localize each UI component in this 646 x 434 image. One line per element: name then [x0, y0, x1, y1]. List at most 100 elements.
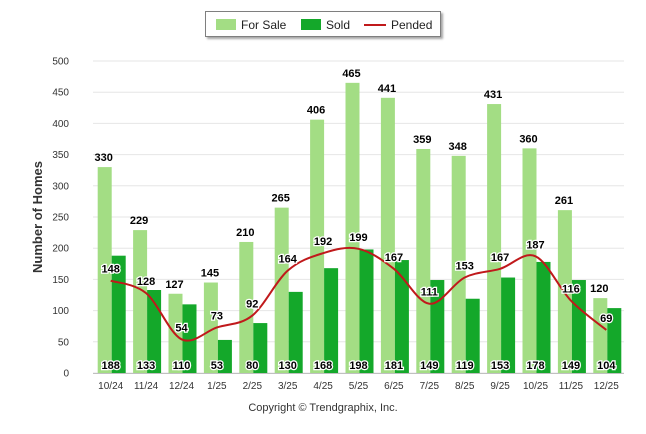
data-label-pended: 116: [562, 284, 580, 296]
y-tick-label: 450: [52, 88, 69, 99]
data-label-for-sale: 145: [201, 268, 219, 280]
legend-label-sold: Sold: [326, 18, 351, 32]
bar-sold: [607, 308, 622, 373]
data-label-for-sale: 330: [95, 152, 113, 164]
y-tick-label: 150: [52, 275, 69, 286]
x-tick-label: 2/25: [243, 381, 263, 392]
data-label-pended: 167: [385, 252, 403, 264]
y-tick-label: 250: [52, 213, 69, 224]
data-label-pended: 92: [246, 299, 258, 311]
bar-for-sale: [97, 167, 112, 373]
copyright-text: Copyright © Trendgraphix, Inc.: [248, 402, 398, 414]
legend: For Sale Sold Pended: [205, 11, 441, 37]
data-label-pended: 192: [314, 236, 332, 248]
x-tick-label: 12/24: [169, 381, 194, 392]
y-tick-label: 500: [52, 57, 69, 68]
bar-for-sale: [522, 148, 537, 373]
data-label-sold: 168: [314, 360, 332, 372]
bar-sold: [182, 304, 197, 373]
data-label-sold: 153: [491, 360, 509, 372]
data-label-sold: 149: [420, 360, 438, 372]
bar-sold: [571, 280, 586, 373]
data-label-pended: 199: [349, 232, 367, 244]
bar-for-sale: [451, 155, 466, 373]
x-tick-label: 3/25: [278, 381, 298, 392]
data-label-for-sale: 120: [590, 283, 608, 295]
data-label-for-sale: 261: [555, 195, 573, 207]
bar-sold: [288, 291, 303, 373]
x-tick-label: 11/24: [134, 381, 159, 392]
x-tick-label: 9/25: [490, 381, 510, 392]
legend-swatch-pended: [364, 24, 386, 26]
data-label-pended: 167: [491, 252, 509, 264]
x-tick-label: 1/25: [207, 381, 227, 392]
data-label-sold: 130: [279, 360, 297, 372]
bar-for-sale: [593, 298, 608, 373]
x-tick-label: 4/25: [313, 381, 333, 392]
legend-label-pended: Pended: [391, 18, 433, 32]
data-label-pended: 111: [421, 287, 438, 299]
y-axis-title: Number of Homes: [30, 161, 45, 273]
bar-for-sale: [133, 230, 148, 373]
bar-sold: [359, 249, 374, 373]
data-label-sold: 149: [562, 360, 580, 372]
data-label-pended: 164: [279, 254, 298, 266]
x-tick-label: 11/25: [559, 381, 584, 392]
data-label-sold: 178: [526, 360, 544, 372]
data-label-for-sale: 359: [413, 134, 431, 146]
y-tick-label: 50: [58, 337, 70, 348]
bar-sold: [501, 277, 516, 373]
x-tick-label: 12/25: [594, 381, 619, 392]
bar-for-sale: [310, 119, 325, 373]
bar-for-sale: [487, 104, 502, 373]
data-label-for-sale: 127: [165, 279, 183, 291]
bar-sold: [253, 323, 268, 373]
data-label-for-sale: 441: [378, 83, 396, 95]
legend-item-for-sale[interactable]: For Sale: [216, 18, 286, 32]
data-label-pended: 153: [456, 261, 474, 273]
data-label-sold: 133: [137, 360, 155, 372]
y-tick-label: 100: [52, 306, 69, 317]
legend-item-pended[interactable]: Pended: [364, 18, 432, 32]
data-label-sold: 188: [102, 360, 120, 372]
y-tick-label: 400: [52, 119, 69, 130]
data-label-for-sale: 406: [307, 105, 325, 117]
data-label-pended: 69: [600, 313, 612, 325]
data-label-sold: 80: [246, 360, 258, 372]
data-label-for-sale: 360: [519, 133, 537, 145]
bar-sold: [394, 260, 409, 373]
bar-for-sale: [416, 148, 431, 373]
data-label-for-sale: 431: [484, 89, 502, 101]
data-label-pended: 54: [175, 322, 188, 334]
data-label-pended: 73: [211, 310, 223, 322]
legend-item-sold[interactable]: Sold: [301, 18, 350, 32]
data-label-sold: 110: [173, 360, 191, 372]
data-label-sold: 53: [211, 360, 223, 372]
x-tick-label: 7/25: [420, 381, 440, 392]
bar-sold: [111, 255, 126, 373]
data-label-pended: 148: [102, 264, 120, 276]
y-tick-label: 0: [63, 369, 69, 380]
x-tick-label: 6/25: [384, 381, 404, 392]
line-pended: [110, 246, 607, 342]
bar-for-sale: [345, 82, 360, 373]
bar-for-sale: [274, 207, 289, 373]
data-label-for-sale: 465: [342, 68, 360, 80]
bar-for-sale: [380, 97, 395, 373]
data-label-sold: 104: [597, 360, 616, 372]
bar-sold: [324, 268, 339, 373]
x-tick-label: 5/25: [349, 381, 369, 392]
data-label-pended: 187: [526, 239, 544, 251]
data-label-for-sale: 348: [449, 141, 467, 153]
bar-for-sale: [239, 241, 254, 373]
data-label-for-sale: 210: [236, 227, 254, 239]
bar-sold: [217, 339, 232, 373]
data-label-sold: 119: [456, 360, 474, 372]
bar-sold: [536, 261, 551, 373]
y-tick-label: 300: [52, 181, 69, 192]
y-tick-label: 350: [52, 150, 69, 161]
bar-sold: [147, 290, 162, 373]
legend-swatch-sold: [301, 19, 321, 30]
data-label-sold: 198: [349, 360, 367, 372]
